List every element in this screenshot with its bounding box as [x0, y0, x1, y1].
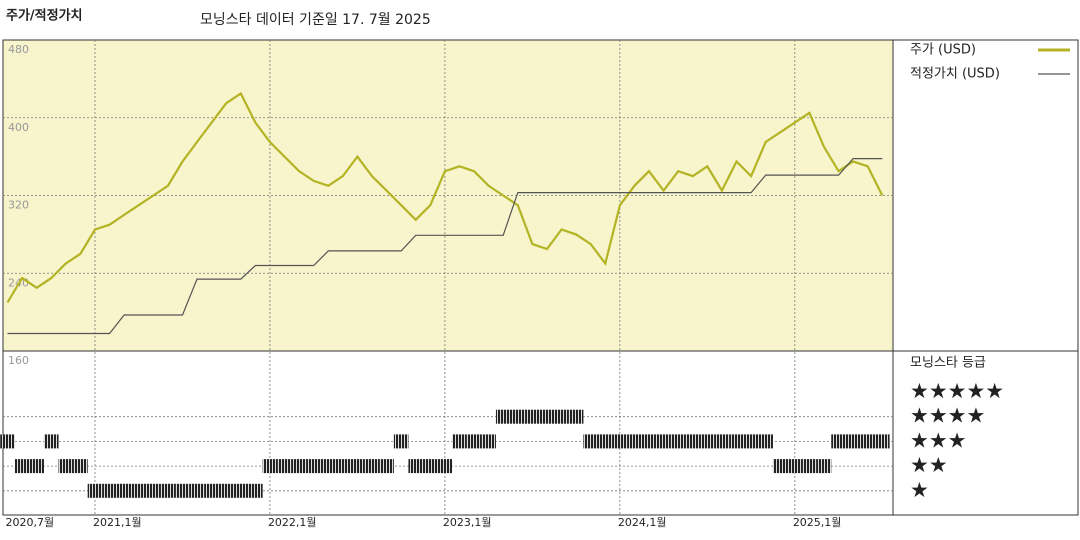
- rating-bar: [700, 434, 715, 449]
- rating-bar: [277, 459, 292, 474]
- x-tick-label: 2022,1월: [268, 516, 317, 529]
- rating-bar: [437, 459, 453, 474]
- rating-bar: [233, 483, 249, 498]
- rating-bar: [102, 483, 117, 498]
- rating-bar: [29, 459, 44, 474]
- rating-bar: [175, 483, 190, 498]
- frame: [2, 39, 1079, 516]
- rating-bar: [423, 459, 438, 474]
- rating-label: ★★★★: [910, 404, 985, 428]
- rating-title: 모닝스타 등급: [910, 356, 986, 371]
- x-tick-label: 2020,7월: [6, 516, 55, 529]
- rating-bar: [14, 459, 30, 474]
- rating-bar: [204, 483, 219, 498]
- rating-bar: [729, 434, 744, 449]
- rating-bar: [554, 409, 569, 424]
- rating-bar: [466, 434, 482, 449]
- rating-bar: [539, 409, 555, 424]
- rating-bar: [379, 459, 394, 474]
- x-tick-label: 2024,1월: [618, 516, 667, 529]
- rating-bar: [656, 434, 671, 449]
- rating-bar: [262, 459, 278, 474]
- x-tick-label: 2023,1월: [443, 516, 492, 529]
- rating-bar: [831, 434, 846, 449]
- rating-label: ★★: [910, 453, 948, 477]
- rating-bar: [510, 409, 526, 424]
- rating-bar: [73, 459, 88, 474]
- rating-bar: [612, 434, 628, 449]
- rating-label: ★★★: [910, 428, 966, 452]
- rating-bar: [714, 434, 730, 449]
- rating-bar: [802, 459, 817, 474]
- rating-bar: [816, 459, 832, 474]
- y-tick-label: 400: [8, 121, 29, 134]
- rating-bar: [335, 459, 351, 474]
- rating-bar: [43, 434, 59, 449]
- rating-bar: [393, 434, 409, 449]
- rating-bar: [87, 483, 103, 498]
- rating-bar: [772, 459, 788, 474]
- rating-bar: [452, 434, 467, 449]
- y-tick-label: 480: [8, 43, 29, 56]
- x-tick-label: 2025,1월: [793, 516, 842, 529]
- rating-bar: [364, 459, 380, 474]
- x-tick-label: 2021,1월: [93, 516, 142, 529]
- rating-bar: [116, 483, 132, 498]
- rating-label: ★: [910, 478, 929, 502]
- rating-bar: [248, 483, 263, 498]
- rating-label: ★★★★★: [910, 379, 1004, 403]
- series-line: [6, 91, 884, 303]
- rating-bar: [860, 434, 876, 449]
- rating-bar: [568, 409, 584, 424]
- rating-bar: [306, 459, 321, 474]
- rating-bar: [597, 434, 613, 449]
- y-tick-label: 160: [8, 354, 29, 367]
- rating-bar: [875, 434, 890, 449]
- y-tick-label: 320: [8, 199, 29, 212]
- rating-bar: [350, 459, 365, 474]
- rating-bar: [787, 459, 803, 474]
- rating-bar: [0, 434, 15, 449]
- rating-bar: [525, 409, 540, 424]
- rating-bar: [583, 434, 598, 449]
- rating-bar: [408, 459, 424, 474]
- rating-bar: [641, 434, 657, 449]
- legend-label: 적정가치 (USD): [910, 67, 1000, 82]
- rating-bar: [320, 459, 336, 474]
- rating-bar: [160, 483, 176, 498]
- rating-bar: [131, 483, 147, 498]
- rating-bar: [146, 483, 161, 498]
- rating-bar: [743, 434, 759, 449]
- rating-bar: [218, 483, 234, 498]
- chart-title: 주가/적정가치: [6, 8, 83, 24]
- chart-subtitle: 모닝스타 데이터 기준일 17. 7월 2025: [200, 12, 431, 28]
- rating-bar: [685, 434, 701, 449]
- series-line: [7, 158, 883, 335]
- rating-bar: [58, 459, 74, 474]
- rating-bar: [627, 434, 642, 449]
- rating-bar: [481, 434, 496, 449]
- legend-label: 주가 (USD): [910, 43, 976, 58]
- rating-bar: [495, 409, 511, 424]
- rating-bar: [670, 434, 686, 449]
- rating-bar: [758, 434, 773, 449]
- rating-bar: [291, 459, 307, 474]
- rating-bar: [845, 434, 861, 449]
- rating-bar: [189, 483, 205, 498]
